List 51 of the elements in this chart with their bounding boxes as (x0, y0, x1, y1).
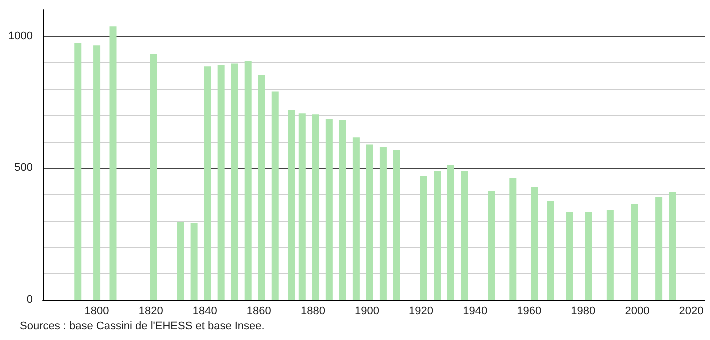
bar (339, 120, 346, 300)
bar (488, 191, 496, 300)
x-tick-label: 1880 (300, 306, 326, 318)
bar (288, 110, 296, 300)
bar (352, 138, 360, 300)
y-tick-label: 1000 (8, 30, 33, 42)
bar (380, 147, 387, 300)
x-tick-label: 1920 (409, 306, 434, 318)
bar (218, 65, 225, 300)
source-note: Sources : base Cassini de l'EHESS et base Insee. (20, 320, 265, 332)
bar (298, 114, 306, 300)
bar (420, 176, 428, 300)
bar (566, 212, 574, 300)
bar (631, 204, 638, 300)
x-tick-label: 1840 (192, 306, 218, 318)
bar (393, 150, 400, 300)
x-tick-label: 2020 (679, 306, 704, 318)
bar (74, 42, 82, 300)
bar (606, 210, 614, 300)
bar (547, 201, 554, 300)
x-tick-label: 2000 (625, 306, 650, 318)
x-tick-label: 1960 (517, 306, 542, 318)
x-tick-label: 1900 (355, 306, 380, 318)
bar (204, 66, 212, 300)
bar (258, 75, 266, 300)
x-tick-label: 1800 (84, 306, 110, 318)
x-tick-label: 1940 (463, 306, 488, 318)
bar (669, 192, 676, 300)
bar (244, 61, 252, 300)
bar (231, 64, 238, 300)
bar (531, 187, 538, 300)
bar (434, 171, 441, 300)
bar (190, 224, 198, 300)
bar (448, 165, 455, 300)
bar (312, 114, 320, 300)
y-tick-label: 0 (26, 294, 33, 306)
x-tick-label: 1820 (138, 306, 164, 318)
bar (110, 26, 117, 300)
x-tick-label: 1860 (246, 306, 272, 318)
bar (656, 197, 663, 300)
y-tick-label: 500 (14, 162, 33, 174)
bar (177, 222, 184, 300)
bar (326, 119, 333, 300)
bar (272, 92, 279, 300)
bar (150, 54, 158, 300)
bar (585, 212, 592, 300)
bar (94, 46, 101, 300)
x-tick-label: 1980 (571, 306, 596, 318)
bar (510, 178, 517, 300)
bar (366, 144, 374, 300)
bar (461, 171, 468, 300)
